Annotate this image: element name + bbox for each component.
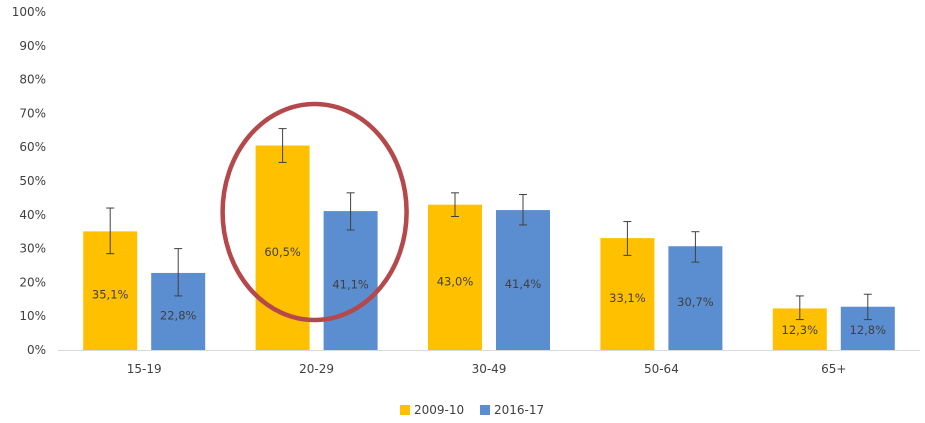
y-tick-label: 0% — [27, 343, 46, 357]
bar-2016-17-50-64 — [668, 246, 723, 350]
data-label: 33,1% — [609, 291, 646, 305]
y-tick-label: 30% — [19, 242, 46, 256]
data-label: 30,7% — [677, 295, 714, 309]
data-label: 60,5% — [264, 245, 301, 259]
bars — [83, 145, 895, 350]
legend: 2009-10 2016-17 — [400, 403, 544, 417]
x-axis: 15-19 20-29 30-49 50-64 65+ — [127, 362, 847, 376]
bar-2016-17-30-49 — [496, 210, 550, 350]
y-tick-label: 60% — [19, 140, 46, 154]
legend-swatch — [480, 405, 490, 415]
data-label: 43,0% — [437, 274, 474, 288]
data-label: 12,8% — [850, 323, 887, 337]
data-label: 12,3% — [782, 323, 819, 337]
bar-2009-10-20-29 — [255, 145, 310, 350]
y-tick-label: 100% — [12, 5, 46, 19]
data-label: 35,1% — [92, 288, 129, 302]
error-bars — [106, 128, 872, 321]
bar-2009-10-50-64 — [600, 238, 655, 350]
data-label: 41,1% — [332, 278, 369, 292]
y-tick-label: 10% — [19, 309, 46, 323]
x-tick-label: 15-19 — [127, 362, 162, 376]
highlight-circle — [220, 101, 409, 323]
legend-swatch — [400, 405, 410, 415]
data-label: 22,8% — [160, 308, 197, 322]
bar-2016-17-20-29 — [323, 211, 378, 350]
y-tick-label: 40% — [19, 208, 46, 222]
y-tick-label: 90% — [19, 39, 46, 53]
highlight-ellipse — [220, 101, 409, 323]
data-labels: 35,1% 22,8% 60,5% 41,1% 43,0% 41,4% 33,1% 30,7%… — [92, 245, 886, 337]
x-tick-label: 50-64 — [644, 362, 679, 376]
y-tick-label: 20% — [19, 275, 46, 289]
y-tick-label: 80% — [19, 73, 46, 87]
y-tick-label: 50% — [19, 174, 46, 188]
legend-label: 2009-10 — [414, 403, 464, 417]
legend-label: 2016-17 — [494, 403, 544, 417]
data-label: 41,4% — [505, 277, 542, 291]
x-tick-label: 65+ — [821, 362, 846, 376]
y-axis: 0% 10% 20% 30% 40% 50% 60% 70% 80% 90% 100% — [12, 5, 920, 357]
x-tick-label: 20-29 — [299, 362, 334, 376]
x-tick-label: 30-49 — [472, 362, 507, 376]
y-tick-label: 70% — [19, 106, 46, 120]
bar-2009-10-30-49 — [428, 204, 482, 350]
